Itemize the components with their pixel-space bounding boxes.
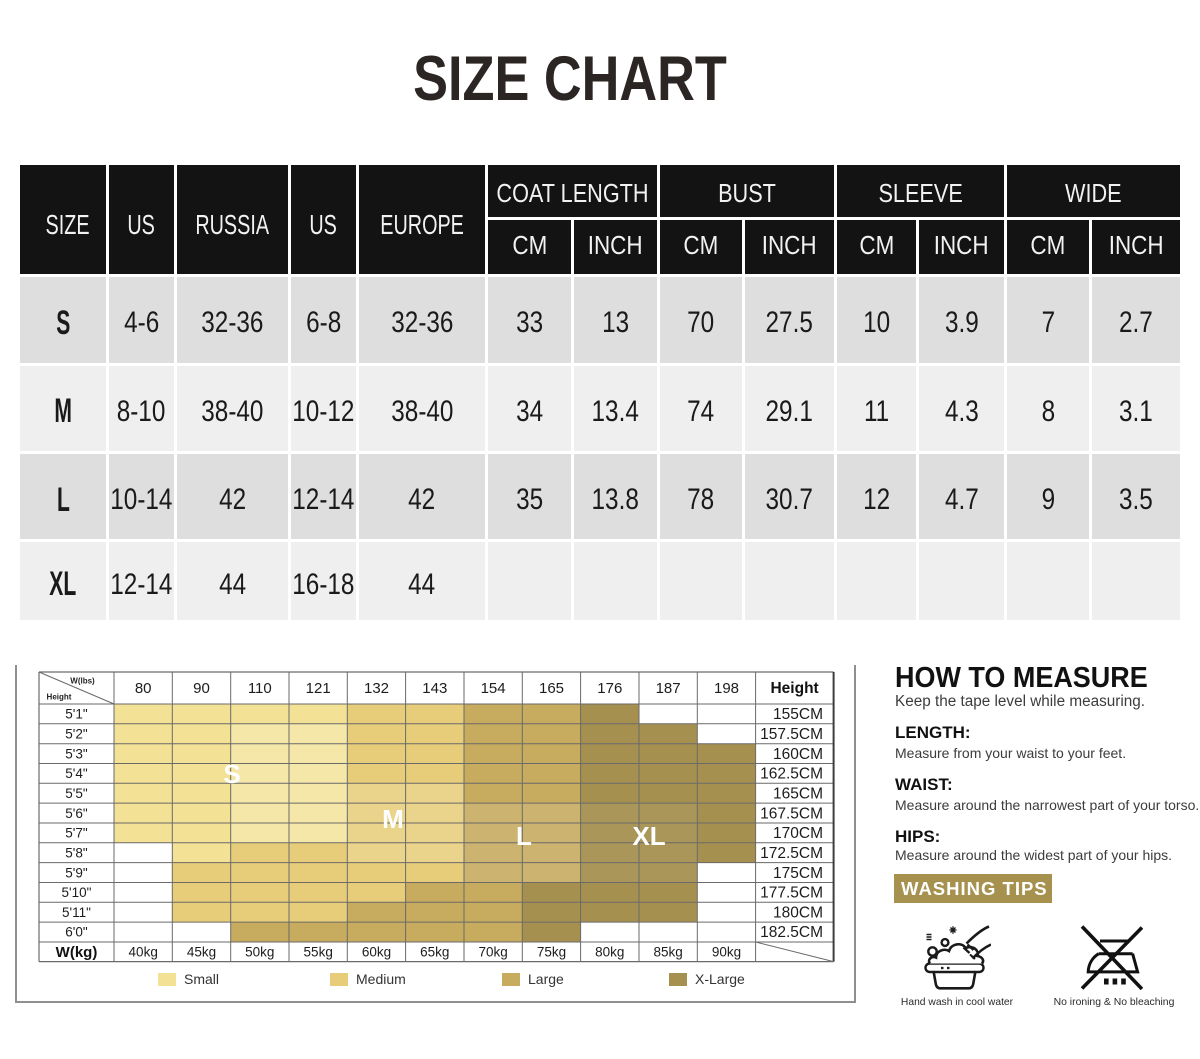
- svg-text:187: 187: [656, 680, 681, 697]
- svg-text:50kg: 50kg: [245, 945, 274, 960]
- svg-text:45kg: 45kg: [187, 945, 216, 960]
- svg-text:M: M: [382, 804, 404, 834]
- svg-text:Large: Large: [528, 971, 564, 987]
- svg-text:172.5CM: 172.5CM: [760, 845, 823, 862]
- svg-text:90kg: 90kg: [712, 945, 741, 960]
- svg-text:5'2": 5'2": [65, 726, 88, 741]
- svg-text:155CM: 155CM: [773, 706, 823, 723]
- svg-text:175CM: 175CM: [773, 865, 823, 882]
- svg-text:176: 176: [597, 680, 622, 697]
- svg-text:L: L: [516, 821, 532, 851]
- svg-text:170CM: 170CM: [773, 825, 823, 842]
- svg-text:5'1": 5'1": [65, 707, 88, 722]
- svg-text:180CM: 180CM: [773, 904, 823, 921]
- svg-text:5'9": 5'9": [65, 865, 88, 880]
- svg-text:110: 110: [248, 680, 272, 697]
- svg-text:5'10": 5'10": [62, 885, 92, 900]
- svg-text:80: 80: [135, 680, 152, 697]
- svg-text:XL: XL: [632, 821, 665, 851]
- svg-text:160CM: 160CM: [773, 746, 823, 763]
- svg-text:143: 143: [422, 680, 447, 697]
- svg-text:W(lbs): W(lbs): [70, 677, 95, 686]
- svg-text:5'6": 5'6": [65, 806, 88, 821]
- svg-text:W(kg): W(kg): [56, 944, 98, 961]
- svg-text:165CM: 165CM: [773, 785, 823, 802]
- svg-text:75kg: 75kg: [537, 945, 566, 960]
- svg-text:5'4": 5'4": [65, 766, 88, 781]
- svg-text:165: 165: [539, 680, 564, 697]
- svg-text:Medium: Medium: [356, 971, 406, 987]
- svg-text:X-Large: X-Large: [695, 971, 745, 987]
- svg-text:5'5": 5'5": [65, 786, 88, 801]
- svg-text:Height: Height: [770, 680, 818, 697]
- svg-text:Small: Small: [184, 971, 219, 987]
- svg-text:55kg: 55kg: [304, 945, 333, 960]
- svg-text:167.5CM: 167.5CM: [760, 805, 823, 822]
- svg-text:Height: Height: [47, 693, 72, 702]
- svg-text:5'11": 5'11": [62, 905, 91, 920]
- svg-text:5'8": 5'8": [65, 845, 88, 860]
- svg-text:40kg: 40kg: [129, 945, 158, 960]
- svg-text:5'3": 5'3": [65, 746, 88, 761]
- svg-text:157.5CM: 157.5CM: [760, 726, 823, 743]
- svg-text:154: 154: [481, 680, 506, 697]
- svg-text:132: 132: [364, 680, 389, 697]
- svg-text:60kg: 60kg: [362, 945, 391, 960]
- svg-text:S: S: [223, 759, 240, 789]
- svg-text:162.5CM: 162.5CM: [760, 766, 823, 783]
- svg-text:198: 198: [714, 680, 739, 697]
- svg-text:80kg: 80kg: [595, 945, 624, 960]
- svg-text:90: 90: [193, 680, 210, 697]
- svg-text:177.5CM: 177.5CM: [760, 885, 823, 902]
- svg-text:65kg: 65kg: [420, 945, 449, 960]
- svg-text:85kg: 85kg: [653, 945, 682, 960]
- svg-text:121: 121: [306, 680, 331, 697]
- svg-text:70kg: 70kg: [478, 945, 507, 960]
- svg-text:182.5CM: 182.5CM: [760, 924, 823, 941]
- svg-text:5'7": 5'7": [65, 826, 88, 841]
- svg-text:6'0": 6'0": [65, 925, 88, 940]
